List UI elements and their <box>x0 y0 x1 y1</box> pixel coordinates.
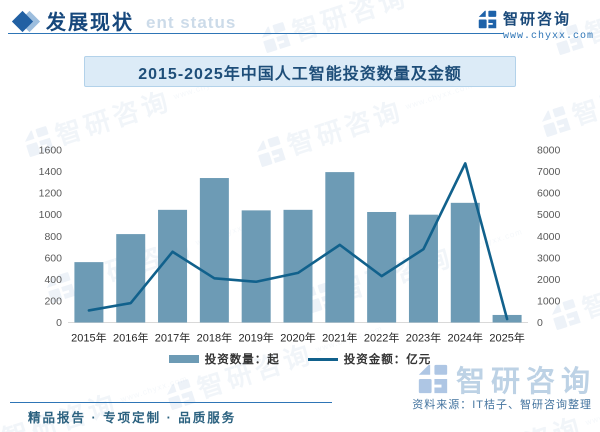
bar-2019年 <box>241 210 271 323</box>
right-axis-tick: 7000 <box>537 166 561 178</box>
zhiyan-logo-icon <box>478 10 497 29</box>
header-ghost-text: ent status <box>146 13 237 32</box>
bar-2017年 <box>158 209 188 323</box>
right-axis-tick: 6000 <box>537 188 561 200</box>
right-axis-tick: 3000 <box>537 252 561 264</box>
chart-legend: 投资数量：起 投资金额：亿元 <box>0 351 600 367</box>
right-axis-tick: 1000 <box>537 295 561 307</box>
footer-tagline: 精品报告 · 专项定制 · 品质服务 <box>28 411 237 425</box>
x-axis-label: 2015年 <box>71 331 106 345</box>
bar-2024年 <box>450 202 480 323</box>
header: 发展现状 ent status 智研咨询 www.chyxx.com <box>0 0 600 46</box>
zhiyan-logo-icon <box>418 364 448 394</box>
bar-2018年 <box>199 178 229 323</box>
x-axis-label: 2022年 <box>364 331 399 345</box>
footer-divider <box>10 402 332 403</box>
legend-label-bar-series: 投资数量：起 <box>204 354 280 366</box>
legend-item-line-series[interactable]: 投资金额：亿元 <box>307 351 432 367</box>
brand-site-url[interactable]: www.chyxx.com <box>502 31 594 42</box>
footer-watermark-text: 智研咨询 <box>455 366 596 398</box>
bar-2022年 <box>367 211 397 323</box>
left-axis-tick: 800 <box>44 231 62 243</box>
left-axis-tick: 1600 <box>39 145 63 157</box>
x-axis-label: 2020年 <box>280 331 315 345</box>
right-axis-tick: 0 <box>537 317 543 329</box>
left-axis-tick: 600 <box>44 252 62 264</box>
x-axis-label: 2023年 <box>406 331 441 345</box>
left-axis-tick: 1400 <box>39 166 63 178</box>
bar-2016年 <box>116 234 146 323</box>
right-axis-tick: 2000 <box>537 274 561 286</box>
left-axis-tick: 200 <box>44 295 62 307</box>
bar-2023年 <box>408 214 438 323</box>
x-axis-label: 2025年 <box>489 331 524 345</box>
left-axis-tick: 0 <box>56 317 62 329</box>
chart-title-banner: 2015-2025年中国人工智能投资数量及金额 <box>84 56 516 87</box>
left-axis-tick: 1200 <box>39 188 63 200</box>
bar-2015年 <box>74 262 104 323</box>
x-axis-label: 2017年 <box>155 331 190 345</box>
data-source: 资料来源：IT桔子、智研咨询整理 <box>412 399 592 411</box>
x-axis-label: 2016年 <box>113 331 148 345</box>
legend-item-bar-series[interactable]: 投资数量：起 <box>168 351 280 367</box>
investment-amount-line <box>87 162 509 321</box>
x-axis-label: 2024年 <box>448 331 483 345</box>
x-axis-label: 2019年 <box>238 331 273 345</box>
left-axis-tick: 400 <box>44 274 62 286</box>
brand-name: 智研咨询 <box>502 11 571 28</box>
left-axis-tick: 1000 <box>39 209 63 221</box>
line-series-swatch <box>307 357 338 361</box>
x-axis-label: 2018年 <box>197 331 232 345</box>
bar-series-swatch <box>168 355 199 363</box>
right-axis-tick: 4000 <box>537 231 561 243</box>
chart-title: 2015-2025年中国人工智能投资数量及金额 <box>138 65 462 83</box>
page-title: 发展现状 <box>46 12 134 34</box>
header-divider <box>8 33 504 34</box>
x-axis-label: 2021年 <box>322 331 357 345</box>
bar-2021年 <box>325 172 355 323</box>
right-axis-tick: 5000 <box>537 209 561 221</box>
legend-label-line-series: 投资金额：亿元 <box>343 354 432 366</box>
brand-logo[interactable]: 智研咨询 www.chyxx.com <box>477 8 594 42</box>
right-axis-tick: 8000 <box>537 145 561 157</box>
footer-watermark-logo: 智研咨询 <box>416 358 596 400</box>
